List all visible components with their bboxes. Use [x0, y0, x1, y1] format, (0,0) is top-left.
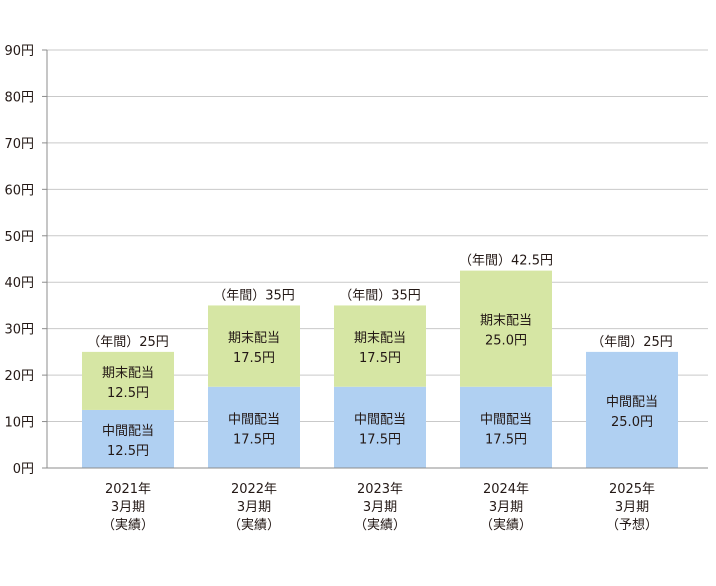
- x-category-label: 3月期: [615, 500, 649, 515]
- x-category-label: 2023年: [357, 482, 403, 497]
- x-category-label: （予想）: [606, 517, 658, 533]
- bar-total-label: （年間）35円: [213, 288, 295, 303]
- x-category-label: （実績）: [102, 517, 154, 533]
- bar-segment: [82, 409, 174, 468]
- bar-series-label: 中間配当: [354, 412, 406, 427]
- x-axis: 2021年 3月期 （実績） 2022年 3月期 （実績） 2023年 3月期 （実績） 2024…: [47, 467, 708, 533]
- bar-value-label: 12.5円: [107, 386, 149, 401]
- bar-series-label: 期末配当: [102, 366, 154, 381]
- x-category-label: 3月期: [363, 500, 397, 515]
- bar-series-label: 期末配当: [354, 331, 406, 346]
- bar-value-label: 17.5円: [359, 432, 401, 447]
- x-category-label: 2022年: [231, 482, 277, 497]
- bar-value-label: 17.5円: [485, 432, 527, 447]
- x-category-label: （実績）: [480, 517, 532, 533]
- bar-segment: [334, 305, 426, 387]
- bar-series-label: 中間配当: [102, 424, 154, 439]
- x-category-label: 3月期: [489, 500, 523, 515]
- x-category-label: （実績）: [228, 517, 280, 533]
- y-tick-label: 90円: [4, 44, 34, 59]
- bar-segment: [334, 386, 426, 468]
- y-tick-label: 0円: [13, 462, 34, 477]
- bar-total-label: （年間）25円: [87, 335, 169, 350]
- bar-series-label: 期末配当: [228, 331, 280, 346]
- x-category-label: 2024年: [483, 482, 529, 497]
- bar-series-label: 中間配当: [480, 412, 532, 427]
- x-category-label: 3月期: [237, 500, 271, 515]
- bar-value-label: 17.5円: [233, 432, 275, 447]
- bars: 中間配当12.5円期末配当12.5円（年間）25円中間配当17.5円期末配当17…: [82, 254, 678, 468]
- y-tick-label: 70円: [4, 137, 34, 152]
- x-category-label: 3月期: [111, 500, 145, 515]
- bar-segment: [82, 351, 174, 410]
- y-tick-label: 50円: [4, 230, 34, 245]
- bar-segment: [208, 386, 300, 468]
- bar-segment: [460, 270, 552, 387]
- bar-segment: [586, 351, 678, 468]
- bar-value-label: 17.5円: [233, 351, 275, 366]
- bar-value-label: 25.0円: [485, 334, 527, 349]
- bar-series-label: 中間配当: [606, 395, 658, 410]
- y-tick-label: 10円: [4, 416, 34, 431]
- bar-segment: [208, 305, 300, 387]
- bar-total-label: （年間）35円: [339, 288, 421, 303]
- x-category-label: 2025年: [609, 482, 655, 497]
- x-category-label: （実績）: [354, 517, 406, 533]
- y-tick-label: 40円: [4, 276, 34, 291]
- bar-series-label: 期末配当: [480, 314, 532, 329]
- bar-total-label: （年間）25円: [591, 335, 673, 350]
- bar-total-label: （年間）42.5円: [459, 254, 553, 269]
- bar-value-label: 12.5円: [107, 444, 149, 459]
- y-tick-label: 80円: [4, 90, 34, 105]
- y-axis: 0円 10円 20円 30円 40円 50円 60円 70円 80円 90円: [4, 44, 48, 477]
- x-category-label: 2021年: [105, 482, 151, 497]
- bar-segment: [460, 386, 552, 468]
- bar-series-label: 中間配当: [228, 412, 280, 427]
- y-tick-label: 30円: [4, 323, 34, 338]
- y-tick-label: 60円: [4, 183, 34, 198]
- bar-value-label: 25.0円: [611, 415, 653, 430]
- y-tick-label: 20円: [4, 369, 34, 384]
- bar-value-label: 17.5円: [359, 351, 401, 366]
